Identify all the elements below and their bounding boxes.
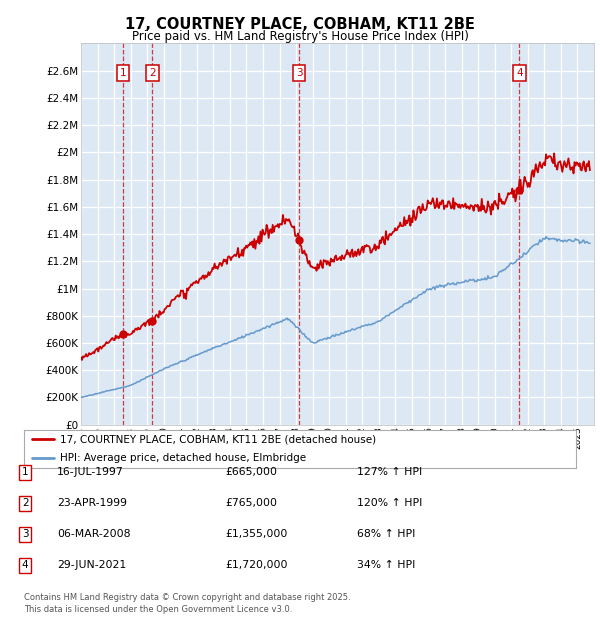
Text: £765,000: £765,000 (225, 498, 277, 508)
Text: 23-APR-1999: 23-APR-1999 (57, 498, 127, 508)
Text: 3: 3 (22, 529, 29, 539)
Text: £1,720,000: £1,720,000 (225, 560, 287, 570)
Text: 4: 4 (516, 68, 523, 78)
Text: 1: 1 (120, 68, 127, 78)
Text: 1: 1 (22, 467, 29, 477)
Text: 2: 2 (22, 498, 29, 508)
Text: £665,000: £665,000 (225, 467, 277, 477)
Text: 06-MAR-2008: 06-MAR-2008 (57, 529, 131, 539)
Text: Price paid vs. HM Land Registry's House Price Index (HPI): Price paid vs. HM Land Registry's House … (131, 30, 469, 43)
Text: 4: 4 (22, 560, 29, 570)
Text: 17, COURTNEY PLACE, COBHAM, KT11 2BE: 17, COURTNEY PLACE, COBHAM, KT11 2BE (125, 17, 475, 32)
Text: 34% ↑ HPI: 34% ↑ HPI (357, 560, 415, 570)
Text: 2: 2 (149, 68, 155, 78)
Text: 17, COURTNEY PLACE, COBHAM, KT11 2BE (detached house): 17, COURTNEY PLACE, COBHAM, KT11 2BE (de… (60, 434, 376, 445)
Text: 127% ↑ HPI: 127% ↑ HPI (357, 467, 422, 477)
Text: 29-JUN-2021: 29-JUN-2021 (57, 560, 126, 570)
Text: 3: 3 (296, 68, 302, 78)
Text: 16-JUL-1997: 16-JUL-1997 (57, 467, 124, 477)
Text: Contains HM Land Registry data © Crown copyright and database right 2025.
This d: Contains HM Land Registry data © Crown c… (24, 593, 350, 614)
Text: 68% ↑ HPI: 68% ↑ HPI (357, 529, 415, 539)
Text: 120% ↑ HPI: 120% ↑ HPI (357, 498, 422, 508)
Text: £1,355,000: £1,355,000 (225, 529, 287, 539)
Text: HPI: Average price, detached house, Elmbridge: HPI: Average price, detached house, Elmb… (60, 453, 306, 464)
